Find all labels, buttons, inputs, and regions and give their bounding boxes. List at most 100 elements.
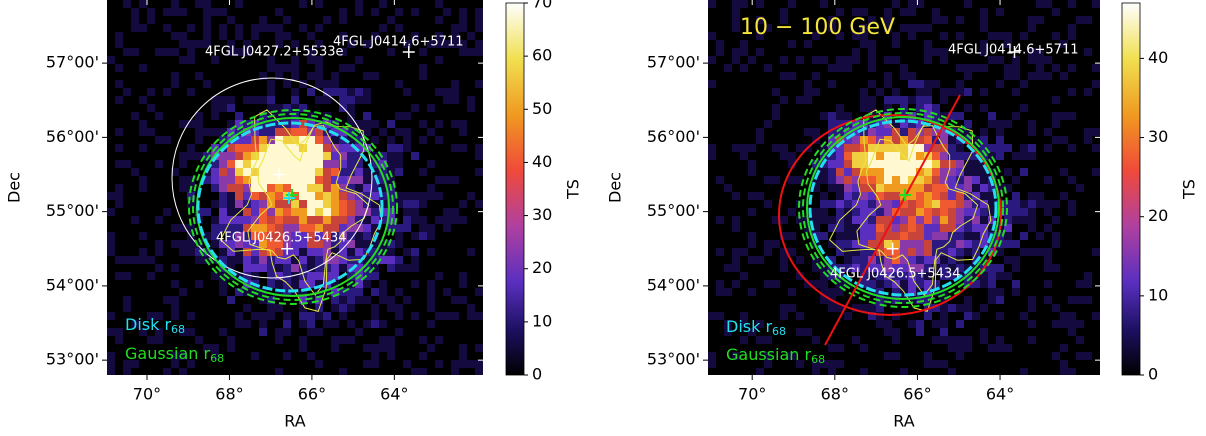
map-pixel <box>179 176 187 184</box>
map-pixel <box>836 168 844 176</box>
map-pixel <box>411 216 419 224</box>
map-pixel <box>371 312 379 320</box>
map-pixel <box>748 192 756 200</box>
map-pixel <box>123 304 131 312</box>
map-pixel <box>940 336 948 344</box>
map-pixel <box>307 176 315 184</box>
map-pixel <box>259 136 267 144</box>
map-pixel <box>892 152 900 160</box>
map-pixel <box>892 96 900 104</box>
map-pixel <box>435 88 443 96</box>
map-pixel <box>387 296 395 304</box>
map-pixel <box>339 8 347 16</box>
map-pixel <box>876 168 884 176</box>
map-pixel <box>732 0 740 8</box>
map-pixel <box>179 8 187 16</box>
map-pixel <box>403 264 411 272</box>
map-pixel <box>451 120 459 128</box>
map-pixel <box>267 96 275 104</box>
map-pixel <box>171 280 179 288</box>
map-pixel <box>900 104 908 112</box>
map-pixel <box>315 200 323 208</box>
map-pixel <box>131 112 139 120</box>
map-pixel <box>996 80 1004 88</box>
map-pixel <box>147 16 155 24</box>
map-pixel <box>828 184 836 192</box>
map-pixel <box>331 160 339 168</box>
map-pixel <box>267 80 275 88</box>
map-pixel <box>163 296 171 304</box>
map-pixel <box>339 176 347 184</box>
map-pixel <box>900 128 908 136</box>
map-pixel <box>283 208 291 216</box>
map-pixel <box>804 40 812 48</box>
map-pixel <box>147 8 155 16</box>
map-pixel <box>1084 272 1092 280</box>
map-pixel <box>748 144 756 152</box>
map-pixel <box>419 232 427 240</box>
map-pixel <box>796 56 804 64</box>
map-pixel <box>732 192 740 200</box>
map-pixel <box>147 104 155 112</box>
map-pixel <box>876 224 884 232</box>
map-pixel <box>331 296 339 304</box>
map-pixel <box>1076 296 1084 304</box>
map-pixel <box>916 320 924 328</box>
map-pixel <box>219 176 227 184</box>
map-pixel <box>347 200 355 208</box>
map-pixel <box>467 248 475 256</box>
map-pixel <box>804 88 812 96</box>
map-pixel <box>844 152 852 160</box>
map-pixel <box>1060 312 1068 320</box>
map-pixel <box>139 184 147 192</box>
map-pixel <box>235 144 243 152</box>
map-pixel <box>443 312 451 320</box>
map-pixel <box>475 200 483 208</box>
map-pixel <box>884 56 892 64</box>
map-pixel <box>956 80 964 88</box>
map-pixel <box>820 56 828 64</box>
map-pixel <box>852 336 860 344</box>
map-pixel <box>892 184 900 192</box>
map-pixel <box>355 0 363 8</box>
map-pixel <box>323 96 331 104</box>
map-pixel <box>475 312 483 320</box>
map-pixel <box>371 288 379 296</box>
map-pixel <box>427 224 435 232</box>
map-pixel <box>1036 232 1044 240</box>
map-pixel <box>852 256 860 264</box>
map-pixel <box>828 216 836 224</box>
map-pixel <box>844 312 852 320</box>
map-pixel <box>219 168 227 176</box>
map-pixel <box>1044 72 1052 80</box>
map-pixel <box>155 264 163 272</box>
map-pixel <box>387 256 395 264</box>
map-pixel <box>964 232 972 240</box>
map-pixel <box>1060 136 1068 144</box>
map-pixel <box>828 64 836 72</box>
map-pixel <box>860 40 868 48</box>
map-pixel <box>1012 200 1020 208</box>
map-pixel <box>924 208 932 216</box>
map-pixel <box>171 72 179 80</box>
map-pixel <box>940 160 948 168</box>
map-pixel <box>315 248 323 256</box>
map-pixel <box>1092 128 1100 136</box>
map-pixel <box>435 216 443 224</box>
map-pixel <box>163 208 171 216</box>
map-pixel <box>291 200 299 208</box>
map-pixel <box>1092 144 1100 152</box>
map-pixel <box>916 184 924 192</box>
map-pixel <box>1004 120 1012 128</box>
map-pixel <box>371 216 379 224</box>
map-pixel <box>988 272 996 280</box>
map-pixel <box>892 168 900 176</box>
map-pixel <box>115 160 123 168</box>
map-pixel <box>1060 112 1068 120</box>
map-pixel <box>403 144 411 152</box>
map-pixel <box>1036 72 1044 80</box>
map-pixel <box>1012 64 1020 72</box>
map-pixel <box>459 296 467 304</box>
map-pixel <box>1004 168 1012 176</box>
map-pixel <box>347 296 355 304</box>
